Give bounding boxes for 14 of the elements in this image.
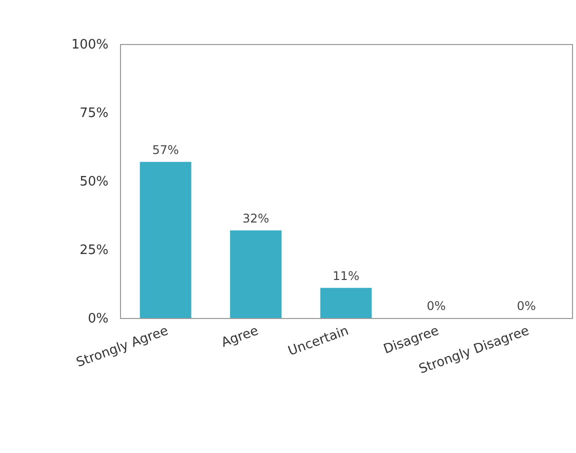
data-label: 57% [152,142,179,157]
data-label: 0% [426,299,446,313]
x-tick-label: Agree [220,324,261,351]
data-label: 11% [332,268,360,283]
bar [320,288,372,318]
data-label: 0% [516,299,536,313]
y-tick-label: 0% [88,312,108,326]
y-tick-label: 25% [80,243,108,258]
y-tick-label: 75% [80,106,108,121]
bar [140,162,192,318]
y-tick-label: 100% [71,38,108,52]
y-tick-label: 50% [80,174,108,190]
data-label: 32% [242,211,270,226]
bar [230,230,282,318]
